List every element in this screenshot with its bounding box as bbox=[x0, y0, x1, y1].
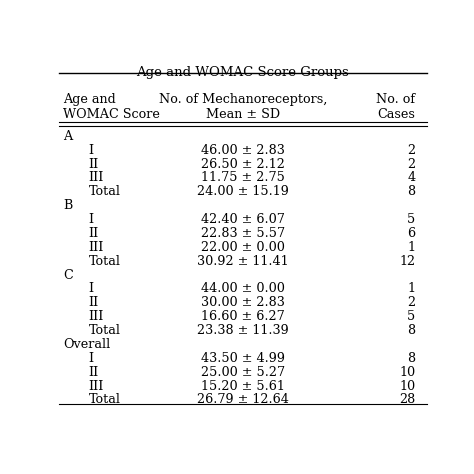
Text: No. of
Cases: No. of Cases bbox=[376, 93, 416, 121]
Text: 28: 28 bbox=[399, 393, 416, 406]
Text: 22.00 ± 0.00: 22.00 ± 0.00 bbox=[201, 241, 285, 254]
Text: Total: Total bbox=[89, 324, 121, 337]
Text: Overall: Overall bbox=[63, 338, 110, 351]
Text: 25.00 ± 5.27: 25.00 ± 5.27 bbox=[201, 365, 285, 379]
Text: III: III bbox=[89, 310, 104, 323]
Text: 42.40 ± 6.07: 42.40 ± 6.07 bbox=[201, 213, 285, 226]
Text: Age and
WOMAC Score: Age and WOMAC Score bbox=[63, 93, 160, 121]
Text: 1: 1 bbox=[408, 241, 416, 254]
Text: 46.00 ± 2.83: 46.00 ± 2.83 bbox=[201, 144, 285, 157]
Text: 44.00 ± 0.00: 44.00 ± 0.00 bbox=[201, 283, 285, 295]
Text: 15.20 ± 5.61: 15.20 ± 5.61 bbox=[201, 380, 285, 392]
Text: 26.79 ± 12.64: 26.79 ± 12.64 bbox=[197, 393, 289, 406]
Text: 22.83 ± 5.57: 22.83 ± 5.57 bbox=[201, 227, 285, 240]
Text: A: A bbox=[63, 130, 72, 143]
Text: III: III bbox=[89, 241, 104, 254]
Text: C: C bbox=[63, 269, 73, 282]
Text: 12: 12 bbox=[400, 255, 416, 268]
Text: II: II bbox=[89, 296, 99, 310]
Text: 8: 8 bbox=[408, 352, 416, 365]
Text: 2: 2 bbox=[408, 158, 416, 171]
Text: II: II bbox=[89, 158, 99, 171]
Text: 8: 8 bbox=[408, 185, 416, 198]
Text: 10: 10 bbox=[400, 365, 416, 379]
Text: 11.75 ± 2.75: 11.75 ± 2.75 bbox=[201, 172, 285, 184]
Text: I: I bbox=[89, 213, 94, 226]
Text: III: III bbox=[89, 172, 104, 184]
Text: I: I bbox=[89, 352, 94, 365]
Text: 8: 8 bbox=[408, 324, 416, 337]
Text: 16.60 ± 6.27: 16.60 ± 6.27 bbox=[201, 310, 285, 323]
Text: 5: 5 bbox=[407, 213, 416, 226]
Text: III: III bbox=[89, 380, 104, 392]
Text: 30.00 ± 2.83: 30.00 ± 2.83 bbox=[201, 296, 285, 310]
Text: Total: Total bbox=[89, 255, 121, 268]
Text: 6: 6 bbox=[408, 227, 416, 240]
Text: No. of Mechanoreceptors,
Mean ± SD: No. of Mechanoreceptors, Mean ± SD bbox=[159, 93, 327, 121]
Text: 26.50 ± 2.12: 26.50 ± 2.12 bbox=[201, 158, 285, 171]
Text: II: II bbox=[89, 365, 99, 379]
Text: 10: 10 bbox=[400, 380, 416, 392]
Text: I: I bbox=[89, 144, 94, 157]
Text: 43.50 ± 4.99: 43.50 ± 4.99 bbox=[201, 352, 285, 365]
Text: 4: 4 bbox=[408, 172, 416, 184]
Text: Age and WOMAC Score Groups: Age and WOMAC Score Groups bbox=[137, 66, 349, 79]
Text: 1: 1 bbox=[408, 283, 416, 295]
Text: 2: 2 bbox=[408, 296, 416, 310]
Text: 5: 5 bbox=[407, 310, 416, 323]
Text: 2: 2 bbox=[408, 144, 416, 157]
Text: 30.92 ± 11.41: 30.92 ± 11.41 bbox=[197, 255, 289, 268]
Text: B: B bbox=[63, 199, 72, 212]
Text: I: I bbox=[89, 283, 94, 295]
Text: II: II bbox=[89, 227, 99, 240]
Text: 23.38 ± 11.39: 23.38 ± 11.39 bbox=[197, 324, 289, 337]
Text: Total: Total bbox=[89, 393, 121, 406]
Text: 24.00 ± 15.19: 24.00 ± 15.19 bbox=[197, 185, 289, 198]
Text: Total: Total bbox=[89, 185, 121, 198]
